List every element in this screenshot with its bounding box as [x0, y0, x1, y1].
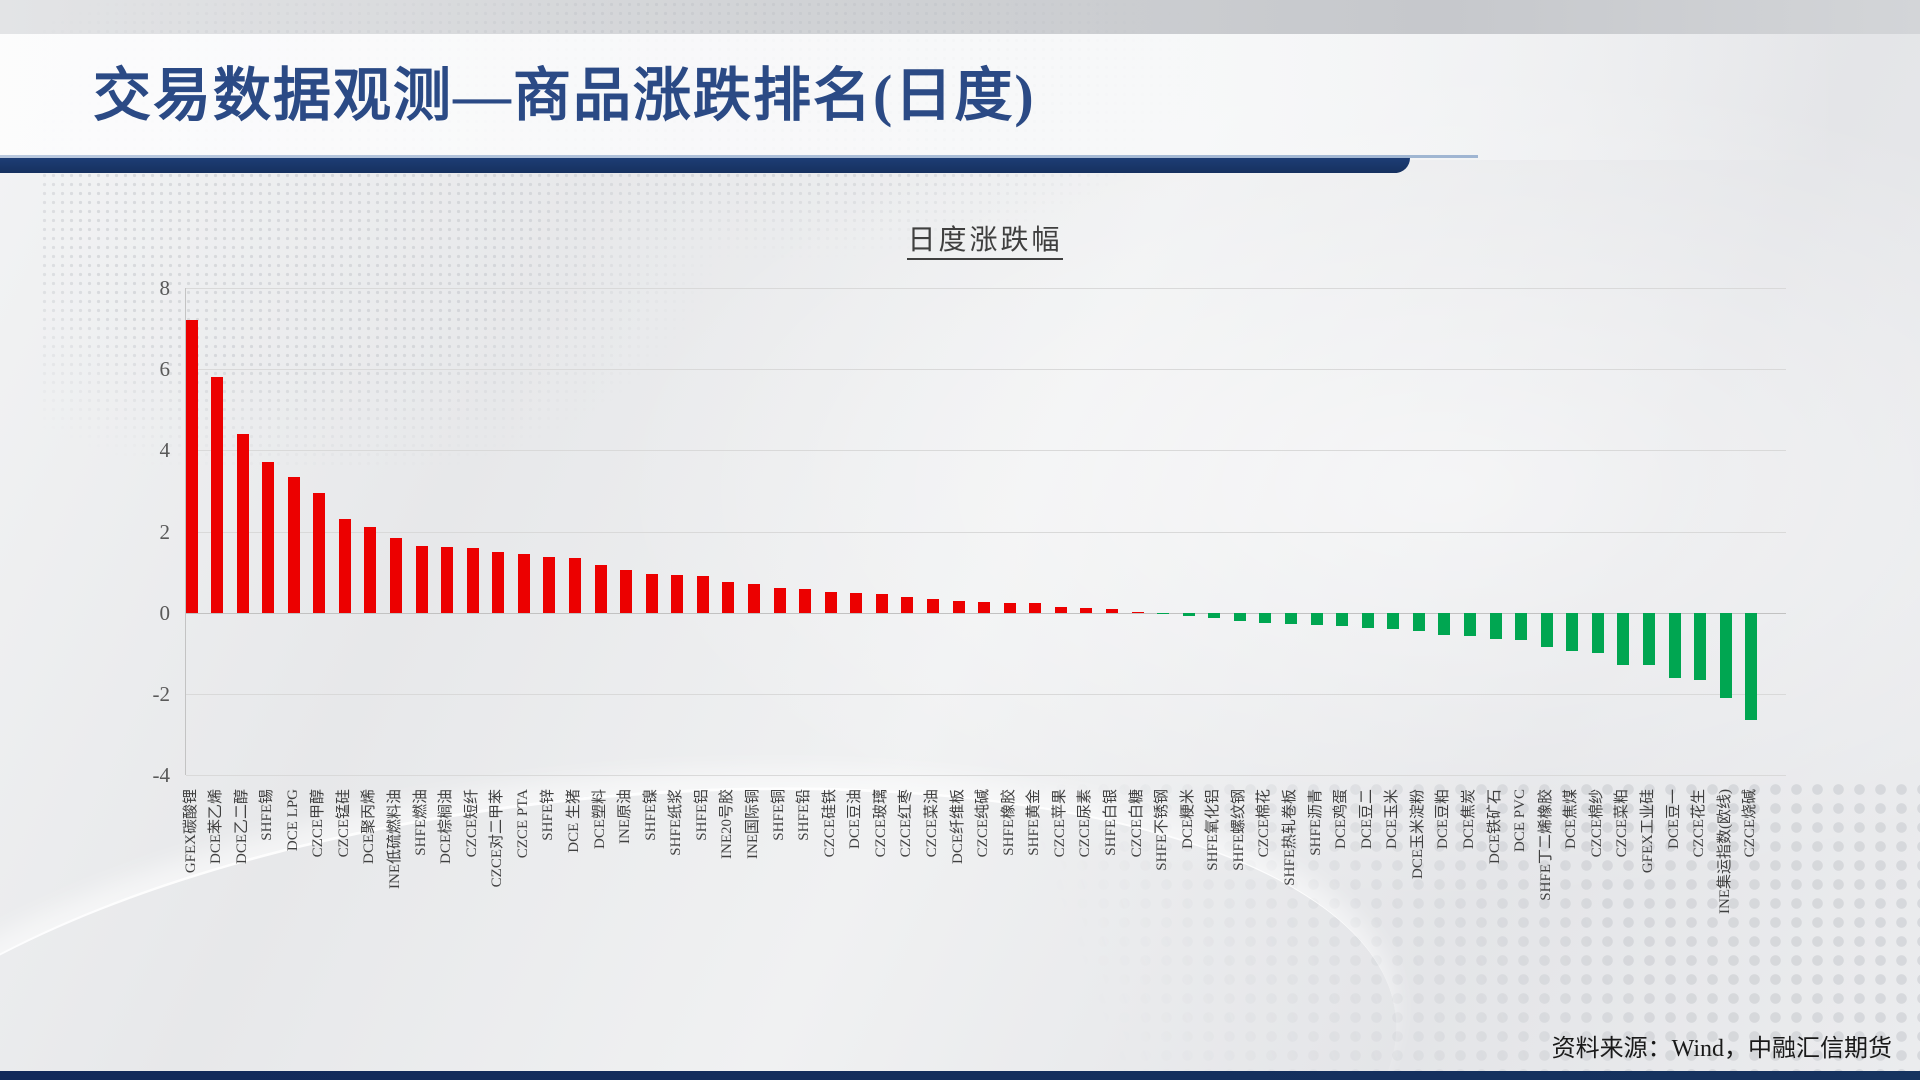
gridline [186, 288, 1786, 289]
bar-negative [1464, 612, 1476, 637]
gridline [186, 775, 1786, 776]
hexagon-pattern-decor [820, 780, 1920, 1080]
bar-positive [927, 599, 940, 613]
bar-negative [1310, 612, 1323, 626]
y-tick-label: 8 [159, 276, 171, 300]
page-title: 交易数据观测—商品涨跌排名(日度) [93, 63, 1036, 128]
bar-negative [1182, 612, 1195, 616]
y-tick-label: -2 [152, 681, 171, 706]
y-tick-label: 2 [159, 519, 171, 544]
bar-negative [1515, 612, 1528, 641]
bar-positive [773, 587, 786, 613]
y-tick-label: 0 [159, 600, 171, 625]
bar-positive [287, 477, 300, 613]
bar-positive [185, 320, 198, 613]
bar-negative [1642, 612, 1655, 666]
bar-positive [415, 546, 428, 613]
divider-bar [0, 158, 1410, 173]
bar-negative [1617, 612, 1630, 665]
bar-negative [1285, 612, 1297, 625]
y-tick-label: -4 [152, 763, 171, 787]
bar-positive [441, 546, 454, 613]
bar-positive [338, 518, 351, 613]
bar-positive [1106, 608, 1119, 613]
bar-positive [1080, 607, 1093, 613]
bar-negative [1540, 612, 1553, 648]
bar-positive [364, 527, 377, 613]
bar-positive [901, 597, 914, 613]
title-background [0, 34, 1920, 160]
bar-positive [1054, 607, 1067, 613]
bar-positive [722, 582, 735, 613]
bar-positive [850, 592, 863, 613]
bar-negative [1745, 612, 1758, 721]
bar-positive [466, 547, 479, 613]
bar-negative [1489, 612, 1502, 640]
gridline [186, 369, 1786, 371]
gridline [186, 531, 1786, 533]
bottom-strip [0, 1071, 1920, 1080]
divider-accent-line [0, 155, 1478, 158]
source-note: 资料来源：Wind，中融汇信期货 [1551, 1036, 1892, 1062]
bar-negative [1157, 612, 1170, 615]
bar-negative [1438, 612, 1451, 635]
y-tick-label: 6 [159, 357, 171, 382]
bar-negative [1208, 612, 1221, 618]
bar-positive [1029, 602, 1042, 613]
bar-positive [594, 564, 607, 613]
bar-positive [1131, 611, 1144, 613]
chart-title-wrap: 日度涨跌幅 [735, 218, 1235, 260]
bar-positive [211, 377, 224, 613]
bar-positive [620, 569, 633, 613]
bar-negative [1668, 612, 1681, 678]
bar-positive [799, 589, 812, 613]
gridline [186, 450, 1786, 452]
bar-positive [978, 602, 991, 613]
bar-positive [696, 576, 709, 613]
bar-negative [1387, 612, 1400, 629]
bar-positive [569, 557, 582, 613]
gridline [186, 693, 1786, 695]
bar-positive [645, 574, 658, 613]
bar-positive [543, 556, 556, 613]
bar-positive [1003, 602, 1016, 613]
bar-positive [492, 551, 505, 613]
bar-positive [517, 553, 530, 613]
bar-negative [1233, 612, 1246, 622]
bar-negative [1719, 612, 1732, 698]
bar-positive [824, 591, 837, 613]
bar-positive [313, 492, 326, 613]
bar-negative [1336, 612, 1349, 627]
bar-negative [1361, 612, 1374, 628]
bar-chart-plot-area [185, 288, 1786, 776]
bar-negative [1591, 612, 1604, 654]
bar-negative [1412, 612, 1425, 632]
bar-positive [875, 593, 888, 613]
bar-positive [262, 461, 275, 613]
y-tick-label: 4 [159, 438, 171, 463]
bar-positive [952, 601, 965, 613]
bar-positive [390, 537, 403, 613]
bar-negative [1566, 612, 1579, 652]
bar-negative [1259, 612, 1272, 623]
zero-gridline [186, 612, 1786, 614]
bar-positive [748, 583, 761, 613]
bar-negative [1694, 612, 1707, 680]
chart-title: 日度涨跌幅 [907, 225, 1063, 260]
bar-positive [236, 434, 249, 613]
bar-positive [671, 575, 684, 613]
